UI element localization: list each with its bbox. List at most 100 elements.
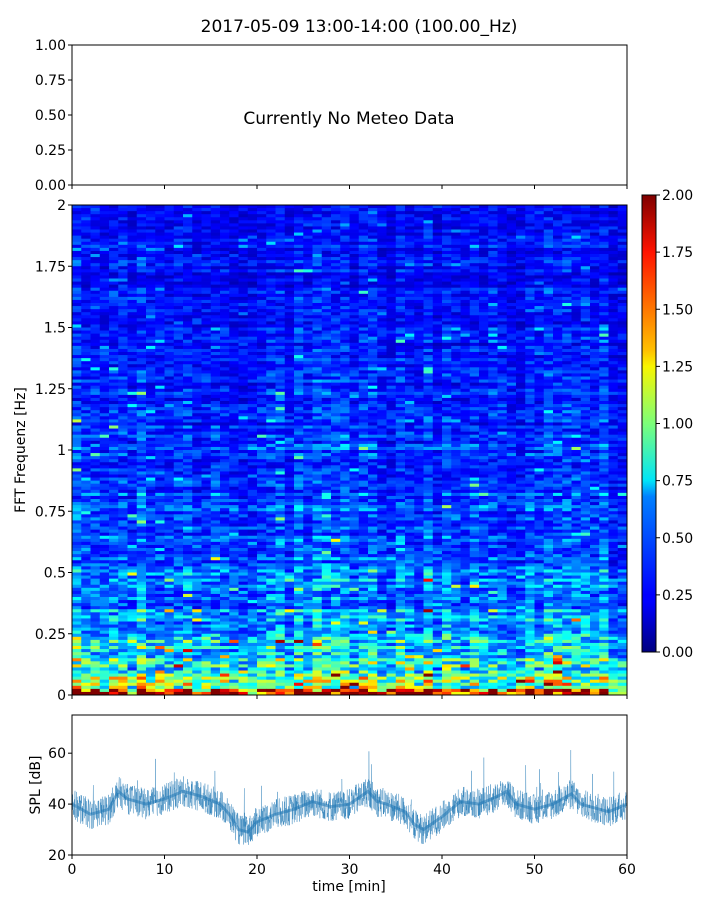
spectrogram-cell [90,370,101,374]
spectrogram-cell [238,278,249,282]
spectrogram-cell [109,299,119,304]
spectrogram-cell [405,345,415,350]
spectrogram-cell [377,281,387,286]
spectrogram-cell [432,385,443,390]
spectrogram-cell [99,281,110,286]
spectrogram-cell [146,333,156,338]
spectrogram-cell [488,370,498,374]
spectrogram-cell [395,309,406,313]
spectrogram-cell [525,278,535,282]
spectrogram-cell [81,385,91,390]
spectrogram-cell [72,247,82,252]
spectrogram-cell [414,306,424,310]
spectrogram-cell [608,321,619,325]
spectrogram-cell [266,315,276,319]
spectrogram-cell [127,397,138,402]
spectrogram-cell [284,425,295,429]
spectrogram-cell [497,330,508,335]
spectrogram-cell [358,250,369,255]
spectrogram-cell [497,312,508,316]
spectrogram-cell [349,272,360,276]
spectrogram-cell [99,205,110,209]
spectrogram-cell [553,413,563,417]
spectrogram-cell [414,361,424,365]
spectrogram-cell [192,296,202,301]
spectrogram-cell [146,217,156,221]
spectrogram-cell [109,397,119,402]
spectrogram-cell [405,275,415,279]
spectrogram-cell [173,266,184,270]
spectrogram-cell [580,250,591,255]
spectrogram-cell [534,321,545,325]
spectrogram-cell [127,281,138,286]
spectrogram-cell [257,336,267,341]
spectrogram-cell [90,422,101,426]
spectrogram-cell [247,287,258,292]
spectrogram-cell [331,254,341,258]
spectrogram-cell [497,416,508,420]
spectrogram-cell [460,333,471,338]
spectrogram-cell [349,425,360,429]
spectrogram-cell [192,382,202,387]
spectrogram-cell [303,266,313,270]
spectrogram-cell [525,284,535,289]
spectrogram-cell [377,425,387,429]
spectrogram-cell [506,397,517,402]
spectrogram-cell [414,269,424,273]
spectrogram-cell [312,352,323,356]
spectrogram-cell [284,388,295,393]
spectrogram-cell [386,220,397,224]
spectrogram-cell [173,446,184,451]
spectrogram-cell [155,309,165,313]
spectrogram-cell [516,324,526,328]
spectrogram-cell [488,401,498,405]
spectrogram-cell [608,330,619,335]
spectrogram-cell [349,312,360,316]
spectrogram-cell [553,440,563,445]
spectrogram-cell [553,299,563,304]
spectrogram-cell [617,275,628,279]
spectrogram-cell [72,284,82,289]
spectrogram-cell [90,446,101,451]
spectrogram-cell [553,309,563,313]
spectrogram-cell [580,339,591,344]
spectrogram-cell [534,364,545,368]
spectrogram-cell [257,404,267,408]
spectrogram-cell [599,440,609,445]
spectrogram-cell [266,275,276,279]
spectrogram-cell [377,217,387,221]
spectrogram-cell [525,290,535,295]
spectrogram-cell [451,410,461,414]
spectrogram-cell [81,410,91,414]
spectrogram-cell [220,312,230,316]
spectrogram-cell [155,275,165,279]
spectrogram-cell [99,385,110,390]
spectrogram-cell [543,290,554,295]
spectrogram-cell [395,401,406,405]
spectrogram-cell [349,296,360,301]
spectrogram-cell [617,281,628,286]
spectrogram-cell [497,410,508,414]
spectrogram-cell [423,312,434,316]
spectrogram-cell [599,315,609,319]
spectrogram-cell [405,205,415,209]
spectrogram-cell [340,348,350,353]
spectrogram-cell [118,235,128,240]
spectrogram-cell [423,241,434,246]
spectrogram-cell [340,293,350,298]
spectrogram-cell [571,211,582,215]
spectrogram-cell [414,303,424,307]
spectrogram-cell [155,440,165,445]
spectrogram-cell [266,339,276,344]
spectrogram-cell [136,404,147,408]
spectrogram-cell [127,391,138,396]
spectrogram-cell [99,345,110,350]
spectrogram-cell [183,336,193,341]
spectrogram-cell [386,315,397,319]
spectrogram-cell [331,278,341,282]
spectrogram-cell [442,299,452,304]
spectrogram-cell [312,422,323,426]
spectrogram-cell [534,416,545,420]
spectrogram-cell [257,293,267,298]
spectrogram-cell [534,373,545,377]
